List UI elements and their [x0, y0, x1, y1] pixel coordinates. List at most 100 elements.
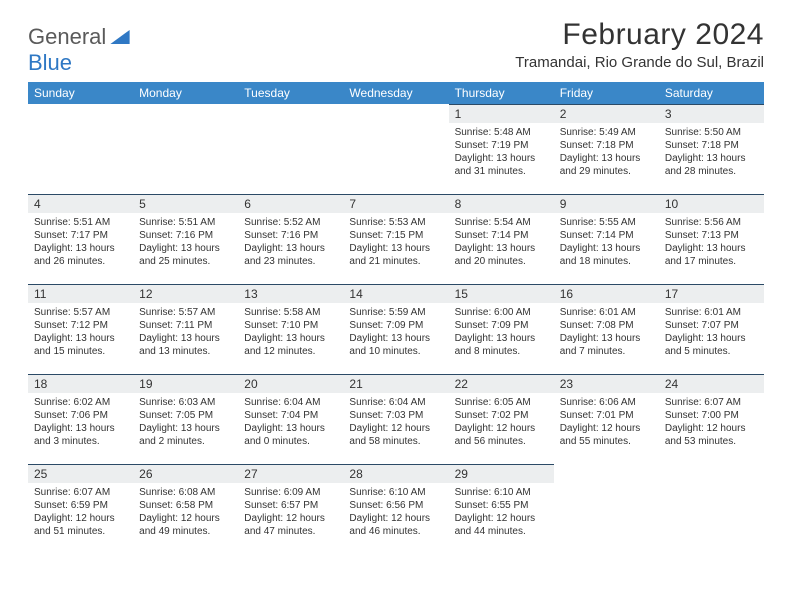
day-header: Saturday [659, 82, 764, 104]
sunset-text: Sunset: 6:56 PM [349, 499, 442, 512]
sunrise-text: Sunrise: 6:06 AM [560, 396, 653, 409]
day-details: Sunrise: 5:48 AMSunset: 7:19 PMDaylight:… [449, 123, 554, 181]
daylight-text: Daylight: 13 hours and 17 minutes. [665, 242, 758, 268]
calendar-cell: 19Sunrise: 6:03 AMSunset: 7:05 PMDayligh… [133, 374, 238, 464]
daylight-text: Daylight: 12 hours and 56 minutes. [455, 422, 548, 448]
sunrise-text: Sunrise: 6:04 AM [244, 396, 337, 409]
day-details: Sunrise: 6:00 AMSunset: 7:09 PMDaylight:… [449, 303, 554, 361]
day-number: 8 [449, 194, 554, 213]
sunrise-text: Sunrise: 5:51 AM [34, 216, 127, 229]
day-details: Sunrise: 6:06 AMSunset: 7:01 PMDaylight:… [554, 393, 659, 451]
daylight-text: Daylight: 12 hours and 51 minutes. [34, 512, 127, 538]
day-number: 29 [449, 464, 554, 483]
sunrise-text: Sunrise: 5:57 AM [139, 306, 232, 319]
sunrise-text: Sunrise: 5:50 AM [665, 126, 758, 139]
calendar-cell [343, 104, 448, 194]
day-header: Monday [133, 82, 238, 104]
calendar-cell: 15Sunrise: 6:00 AMSunset: 7:09 PMDayligh… [449, 284, 554, 374]
calendar-cell: 12Sunrise: 5:57 AMSunset: 7:11 PMDayligh… [133, 284, 238, 374]
day-number: 16 [554, 284, 659, 303]
calendar-cell: 29Sunrise: 6:10 AMSunset: 6:55 PMDayligh… [449, 464, 554, 554]
calendar-cell: 5Sunrise: 5:51 AMSunset: 7:16 PMDaylight… [133, 194, 238, 284]
day-details: Sunrise: 6:09 AMSunset: 6:57 PMDaylight:… [238, 483, 343, 541]
day-number: 10 [659, 194, 764, 213]
sunrise-text: Sunrise: 6:02 AM [34, 396, 127, 409]
calendar-cell [659, 464, 764, 554]
day-details: Sunrise: 6:07 AMSunset: 6:59 PMDaylight:… [28, 483, 133, 541]
daylight-text: Daylight: 12 hours and 47 minutes. [244, 512, 337, 538]
day-details: Sunrise: 5:50 AMSunset: 7:18 PMDaylight:… [659, 123, 764, 181]
calendar-cell: 16Sunrise: 6:01 AMSunset: 7:08 PMDayligh… [554, 284, 659, 374]
location: Tramandai, Rio Grande do Sul, Brazil [515, 54, 764, 71]
sunrise-text: Sunrise: 6:08 AM [139, 486, 232, 499]
sunrise-text: Sunrise: 6:09 AM [244, 486, 337, 499]
calendar-week: 25Sunrise: 6:07 AMSunset: 6:59 PMDayligh… [28, 464, 764, 554]
day-details: Sunrise: 6:01 AMSunset: 7:08 PMDaylight:… [554, 303, 659, 361]
day-number: 26 [133, 464, 238, 483]
day-number: 23 [554, 374, 659, 393]
daylight-text: Daylight: 13 hours and 12 minutes. [244, 332, 337, 358]
sunset-text: Sunset: 7:12 PM [34, 319, 127, 332]
calendar-cell: 17Sunrise: 6:01 AMSunset: 7:07 PMDayligh… [659, 284, 764, 374]
sunset-text: Sunset: 7:16 PM [139, 229, 232, 242]
sunrise-text: Sunrise: 6:10 AM [349, 486, 442, 499]
day-number: 2 [554, 104, 659, 123]
day-header: Wednesday [343, 82, 448, 104]
daylight-text: Daylight: 13 hours and 5 minutes. [665, 332, 758, 358]
daylight-text: Daylight: 12 hours and 55 minutes. [560, 422, 653, 448]
daylight-text: Daylight: 12 hours and 49 minutes. [139, 512, 232, 538]
calendar-cell: 18Sunrise: 6:02 AMSunset: 7:06 PMDayligh… [28, 374, 133, 464]
sunrise-text: Sunrise: 5:51 AM [139, 216, 232, 229]
daylight-text: Daylight: 13 hours and 20 minutes. [455, 242, 548, 268]
sunset-text: Sunset: 7:03 PM [349, 409, 442, 422]
day-details: Sunrise: 6:03 AMSunset: 7:05 PMDaylight:… [133, 393, 238, 451]
sunset-text: Sunset: 7:16 PM [244, 229, 337, 242]
calendar-cell: 3Sunrise: 5:50 AMSunset: 7:18 PMDaylight… [659, 104, 764, 194]
calendar-week: 18Sunrise: 6:02 AMSunset: 7:06 PMDayligh… [28, 374, 764, 464]
sunrise-text: Sunrise: 6:01 AM [560, 306, 653, 319]
day-number: 28 [343, 464, 448, 483]
day-number: 13 [238, 284, 343, 303]
calendar-cell: 10Sunrise: 5:56 AMSunset: 7:13 PMDayligh… [659, 194, 764, 284]
sunset-text: Sunset: 7:08 PM [560, 319, 653, 332]
sunset-text: Sunset: 7:18 PM [560, 139, 653, 152]
daylight-text: Daylight: 13 hours and 23 minutes. [244, 242, 337, 268]
calendar-cell: 11Sunrise: 5:57 AMSunset: 7:12 PMDayligh… [28, 284, 133, 374]
calendar-cell [554, 464, 659, 554]
sunset-text: Sunset: 6:55 PM [455, 499, 548, 512]
sunrise-text: Sunrise: 6:07 AM [665, 396, 758, 409]
day-details: Sunrise: 5:55 AMSunset: 7:14 PMDaylight:… [554, 213, 659, 271]
sunset-text: Sunset: 7:18 PM [665, 139, 758, 152]
day-number: 17 [659, 284, 764, 303]
sunset-text: Sunset: 6:59 PM [34, 499, 127, 512]
day-number: 4 [28, 194, 133, 213]
day-details: Sunrise: 6:04 AMSunset: 7:04 PMDaylight:… [238, 393, 343, 451]
calendar-cell: 21Sunrise: 6:04 AMSunset: 7:03 PMDayligh… [343, 374, 448, 464]
sunset-text: Sunset: 7:05 PM [139, 409, 232, 422]
day-details: Sunrise: 5:51 AMSunset: 7:17 PMDaylight:… [28, 213, 133, 271]
logo-text-general: General [28, 24, 106, 49]
calendar-cell: 7Sunrise: 5:53 AMSunset: 7:15 PMDaylight… [343, 194, 448, 284]
day-details: Sunrise: 6:07 AMSunset: 7:00 PMDaylight:… [659, 393, 764, 451]
sunset-text: Sunset: 7:06 PM [34, 409, 127, 422]
daylight-text: Daylight: 12 hours and 44 minutes. [455, 512, 548, 538]
sunset-text: Sunset: 7:02 PM [455, 409, 548, 422]
day-number: 7 [343, 194, 448, 213]
calendar-cell: 25Sunrise: 6:07 AMSunset: 6:59 PMDayligh… [28, 464, 133, 554]
day-number: 27 [238, 464, 343, 483]
daylight-text: Daylight: 13 hours and 18 minutes. [560, 242, 653, 268]
calendar-cell: 23Sunrise: 6:06 AMSunset: 7:01 PMDayligh… [554, 374, 659, 464]
day-details: Sunrise: 6:02 AMSunset: 7:06 PMDaylight:… [28, 393, 133, 451]
day-number: 15 [449, 284, 554, 303]
day-header-row: Sunday Monday Tuesday Wednesday Thursday… [28, 82, 764, 104]
sunrise-text: Sunrise: 6:03 AM [139, 396, 232, 409]
day-details: Sunrise: 5:57 AMSunset: 7:11 PMDaylight:… [133, 303, 238, 361]
calendar-cell: 28Sunrise: 6:10 AMSunset: 6:56 PMDayligh… [343, 464, 448, 554]
sunrise-text: Sunrise: 5:48 AM [455, 126, 548, 139]
calendar-week: 11Sunrise: 5:57 AMSunset: 7:12 PMDayligh… [28, 284, 764, 374]
day-details: Sunrise: 6:05 AMSunset: 7:02 PMDaylight:… [449, 393, 554, 451]
day-number: 25 [28, 464, 133, 483]
day-number: 20 [238, 374, 343, 393]
calendar-cell: 24Sunrise: 6:07 AMSunset: 7:00 PMDayligh… [659, 374, 764, 464]
daylight-text: Daylight: 13 hours and 25 minutes. [139, 242, 232, 268]
